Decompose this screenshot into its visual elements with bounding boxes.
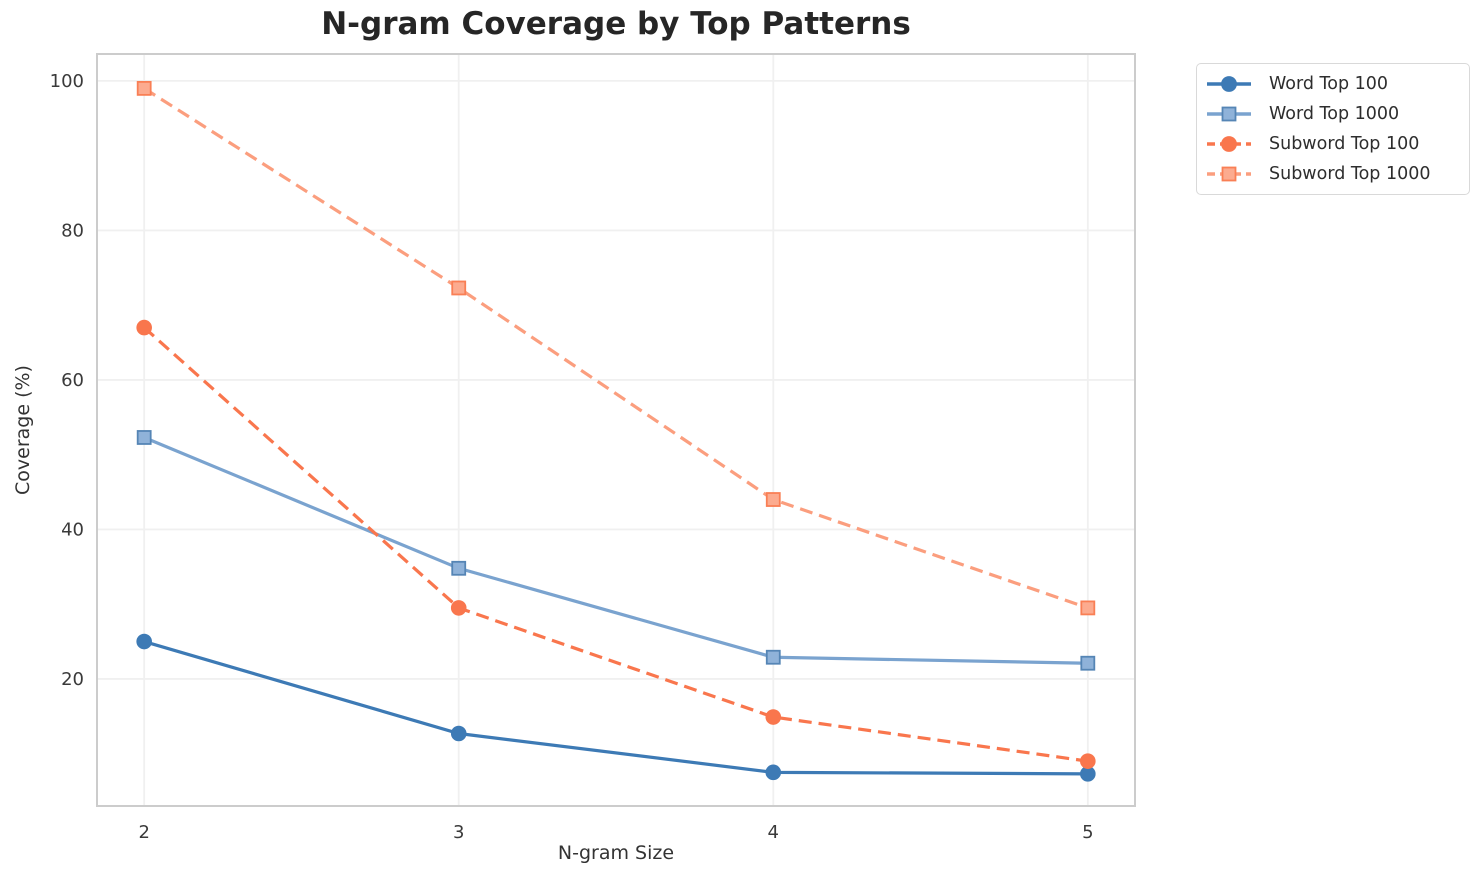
legend-item-label: Subword Top 100 (1269, 134, 1420, 154)
data-point-marker (765, 764, 782, 781)
y-tick-label: 20 (61, 669, 84, 690)
data-point-marker (1080, 600, 1096, 616)
x-axis-label: N-gram Size (557, 842, 675, 864)
plot-spines (96, 53, 1136, 807)
data-point-marker (450, 725, 467, 742)
y-tick-label: 80 (61, 220, 84, 241)
legend: Word Top 100 Word Top 1000 Subword Top 100… (1196, 63, 1470, 195)
legend-item-label: Word Top 1000 (1269, 104, 1400, 124)
data-point-marker (136, 80, 152, 96)
legend-swatch-square-icon (1207, 166, 1251, 182)
data-point-marker (450, 600, 467, 616)
data-point-marker (1080, 766, 1096, 782)
x-tick-label: 2 (138, 822, 149, 843)
data-point-marker (765, 492, 781, 507)
series-line-word-top-100 (143, 640, 1088, 776)
data-point-marker (451, 280, 467, 296)
legend-item: Subword Top 1000 (1205, 159, 1461, 189)
y-tick-label: 40 (61, 519, 84, 540)
legend-item: Word Top 100 (1205, 69, 1461, 99)
series-line-word-top-1000 (143, 435, 1088, 665)
data-point-marker (136, 633, 152, 650)
legend-item-label: Word Top 100 (1269, 74, 1389, 94)
legend-item: Word Top 1000 (1205, 99, 1461, 129)
legend-swatch-circle-icon (1207, 136, 1251, 152)
data-point-marker (765, 709, 782, 725)
chart-title: N-gram Coverage by Top Patterns (321, 6, 911, 42)
data-point-marker (1080, 753, 1096, 769)
y-tick-label: 100 (50, 71, 84, 92)
series-line-subword-top-100 (143, 326, 1089, 763)
data-point-marker (451, 560, 467, 576)
series-line-subword-top-1000 (143, 87, 1089, 610)
data-point-marker (765, 649, 781, 665)
y-tick-label: 60 (61, 370, 84, 391)
legend-swatch-square-icon (1207, 106, 1251, 122)
x-tick-label: 4 (768, 822, 779, 843)
legend-swatch-circle-icon (1207, 76, 1251, 92)
legend-item-label: Subword Top 1000 (1269, 164, 1431, 184)
data-point-marker (1080, 655, 1096, 671)
data-point-marker (136, 430, 152, 445)
legend-item: Subword Top 100 (1205, 129, 1461, 159)
x-tick-label: 5 (1082, 822, 1093, 843)
data-point-marker (136, 319, 152, 336)
x-tick-label: 3 (453, 822, 464, 843)
